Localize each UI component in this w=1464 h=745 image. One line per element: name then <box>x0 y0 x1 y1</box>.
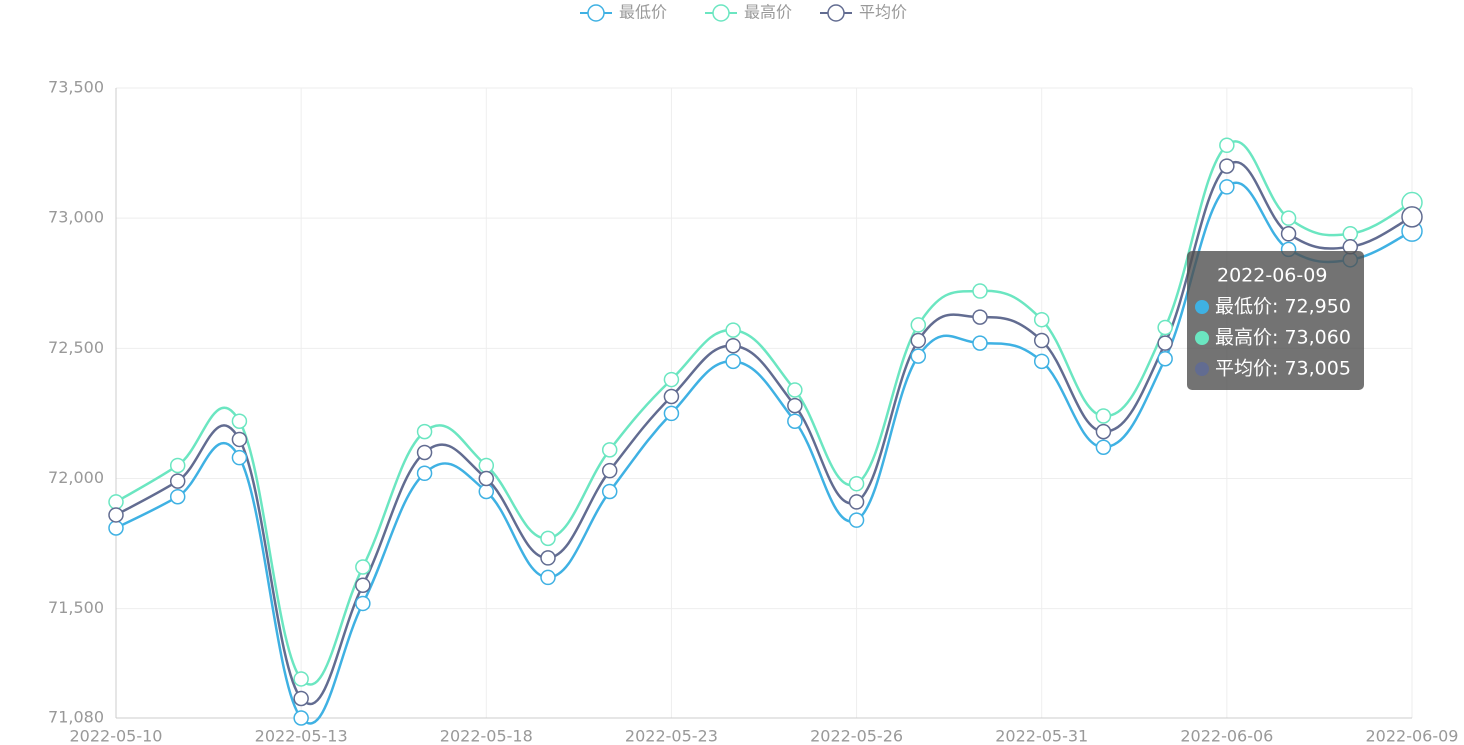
point <box>1033 353 1050 370</box>
point <box>787 397 803 414</box>
tooltip-box <box>1187 251 1364 390</box>
point <box>1219 137 1235 154</box>
tooltip-dot <box>1195 362 1209 376</box>
legend-item: 最高价 <box>705 3 792 22</box>
tooltip-title: 2022-06-09 <box>1217 265 1327 287</box>
point <box>910 348 927 364</box>
point <box>540 530 556 547</box>
tooltip-line: 平均价: 73,005 <box>1215 358 1351 380</box>
x-tick-label: 2022-05-10 <box>70 727 163 745</box>
legend-marker <box>827 4 845 22</box>
point <box>540 550 556 566</box>
point <box>1095 439 1112 456</box>
point <box>169 457 186 474</box>
point <box>972 335 988 351</box>
point <box>910 332 927 349</box>
legend-marker <box>587 4 605 22</box>
point <box>848 512 865 528</box>
point <box>848 475 865 492</box>
point <box>725 353 741 370</box>
point <box>972 309 988 325</box>
point <box>355 577 371 593</box>
y-tick-label: 72,500 <box>48 338 104 357</box>
y-tick-label: 72,000 <box>48 468 104 487</box>
legend-item: 平均价 <box>820 3 907 22</box>
point <box>1033 332 1050 349</box>
x-tick-label: 2022-05-23 <box>625 727 718 745</box>
series-line <box>115 140 1413 686</box>
y-tick-label: 73,500 <box>48 78 104 97</box>
point <box>787 382 803 398</box>
tooltip-line: 最高价: 73,060 <box>1215 327 1351 349</box>
point <box>355 559 371 575</box>
point <box>478 483 495 500</box>
point <box>231 449 248 466</box>
point <box>1280 210 1297 226</box>
x-tick-label: 2022-05-18 <box>440 727 533 745</box>
series-line <box>115 161 1413 706</box>
point <box>293 690 309 707</box>
point <box>910 317 927 333</box>
point <box>601 462 618 479</box>
point <box>725 337 741 354</box>
point <box>663 388 680 405</box>
point <box>355 595 371 612</box>
y-tick-label: 73,000 <box>48 208 104 227</box>
point <box>108 494 124 510</box>
point <box>1219 179 1235 195</box>
point <box>1280 226 1297 242</box>
point <box>478 470 495 487</box>
legend-item: 最低价 <box>580 3 667 22</box>
point <box>231 431 248 448</box>
point <box>416 465 433 482</box>
x-tick-label: 2022-06-06 <box>1180 727 1273 745</box>
point <box>108 507 124 523</box>
point <box>1157 335 1173 351</box>
x-tick-label: 2022-06-09 <box>1366 727 1459 745</box>
tooltip-dot <box>1195 331 1209 345</box>
point <box>663 371 680 388</box>
point <box>416 444 433 461</box>
point <box>169 488 186 505</box>
point <box>293 671 309 687</box>
legend-marker <box>712 4 730 22</box>
point <box>416 423 433 440</box>
point <box>1219 158 1235 174</box>
tooltip: 2022-06-09 最低价: 72,950 最高价: 73,060 平均价: 73,… <box>1187 251 1364 390</box>
point <box>972 283 988 299</box>
series-line <box>115 181 1413 725</box>
point <box>1033 311 1050 328</box>
point <box>1095 408 1112 424</box>
point <box>1157 319 1173 336</box>
point <box>478 457 495 474</box>
point <box>601 442 618 458</box>
point <box>108 520 124 536</box>
y-tick-label: 71,500 <box>48 598 104 617</box>
point <box>540 569 556 586</box>
x-tick-label: 2022-05-31 <box>995 727 1088 745</box>
y-tick-label: 71,080 <box>48 708 104 727</box>
point <box>1157 350 1173 367</box>
legend-label: 最低价 <box>619 3 667 22</box>
x-tick-label: 2022-05-26 <box>810 727 903 745</box>
point <box>725 322 741 338</box>
point <box>231 413 248 429</box>
tooltip-line: 最低价: 72,950 <box>1215 296 1351 318</box>
point <box>169 473 186 489</box>
point <box>787 413 803 429</box>
point <box>601 483 618 500</box>
legend-label: 平均价 <box>859 3 907 22</box>
point <box>663 405 680 422</box>
point <box>1095 423 1112 440</box>
legend-label: 最高价 <box>744 3 792 22</box>
point <box>293 710 309 726</box>
point <box>848 494 865 510</box>
x-tick-label: 2022-05-13 <box>255 727 348 745</box>
point <box>1401 206 1423 228</box>
tooltip-dot <box>1195 300 1209 314</box>
point <box>1342 226 1359 242</box>
